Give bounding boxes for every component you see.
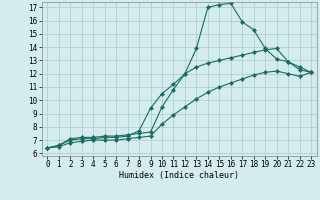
X-axis label: Humidex (Indice chaleur): Humidex (Indice chaleur) bbox=[119, 171, 239, 180]
